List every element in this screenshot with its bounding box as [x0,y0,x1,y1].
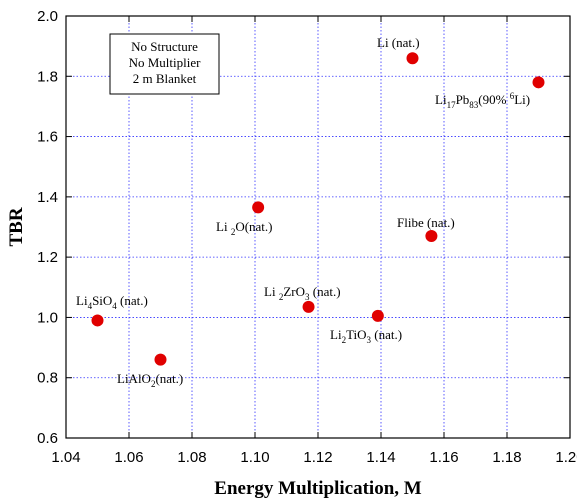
point-label-li2tio3: Li2TiO3 (nat.) [330,327,402,345]
x-axis-title: Energy Multiplication, M [214,478,421,499]
y-tick-label: 1.6 [37,129,58,146]
x-tick-label: 1.04 [51,449,80,466]
x-tick-label: 1.18 [492,449,521,466]
y-tick-label: 1.8 [37,68,58,85]
data-points [91,52,545,366]
x-tick-label: 1.08 [177,449,206,466]
data-point [91,314,104,327]
point-label-lialo2: LiAlO2(nat.) [117,371,183,389]
x-tick-label: 1.10 [240,449,269,466]
x-tick-label: 1.06 [114,449,143,466]
y-tick-label: 1.4 [37,189,58,206]
data-point [406,52,419,65]
x-tick-label: 1.14 [366,449,395,466]
point-label-li4sio4: Li4SiO4 (nat.) [76,293,148,311]
annotation-line-3: 2 m Blanket [133,71,197,86]
data-point [425,230,438,243]
y-tick-label: 0.8 [37,370,58,387]
point-labels: Li (nat.) Li17Pb83(90% 6Li) Li 2O(nat.) … [76,35,530,389]
data-point [532,76,545,89]
point-label-li: Li (nat.) [377,35,420,50]
axis-ticks [65,15,571,439]
y-tick-label: 1.2 [37,249,58,266]
point-label-li17pb83: Li17Pb83(90% 6Li) [435,91,530,110]
tick-labels: 1.04 1.06 1.08 1.10 1.12 1.14 1.16 1.18 1.20 0.6 0… [37,8,577,466]
annotation-line-1: No Structure [131,39,198,54]
annotation-box: No Structure No Multiplier 2 m Blanket [109,33,220,95]
x-tick-label: 1.12 [303,449,332,466]
data-point [252,201,265,214]
point-label-li2zro3: Li 2ZrO3 (nat.) [264,284,341,302]
data-point [154,353,167,366]
x-tick-label: 1.20 [555,449,577,466]
y-tick-label: 0.6 [37,430,58,447]
y-axis-title: TBR [6,207,27,246]
point-label-li2o: Li 2O(nat.) [216,219,273,237]
point-label-flibe: Flibe (nat.) [397,215,455,230]
y-tick-label: 2.0 [37,8,58,25]
data-point [302,300,315,313]
y-tick-label: 1.0 [37,309,58,326]
x-tick-label: 1.16 [429,449,458,466]
annotation-line-2: No Multiplier [129,55,202,70]
data-point [371,309,384,322]
